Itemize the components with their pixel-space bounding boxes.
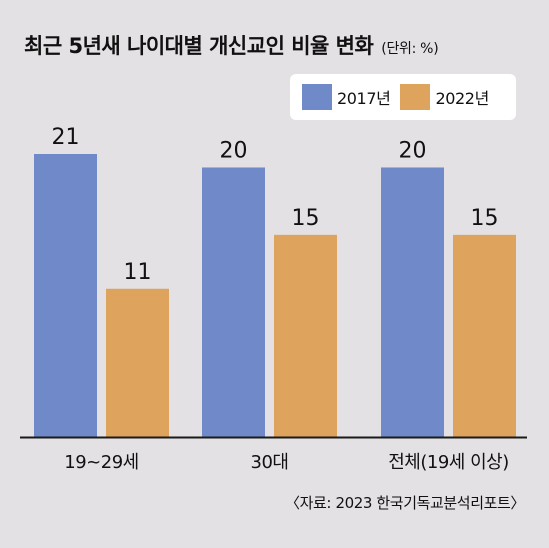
category-label: 30대	[251, 452, 289, 473]
legend-label-2017: 2017년	[337, 89, 391, 108]
unit-note: (단위: %)	[381, 41, 439, 57]
bar-2022-2	[453, 234, 516, 437]
chart-title-row: 최근 5년새 나이대별 개신교인 비율 변화 (단위: %)	[24, 30, 439, 60]
legend-item-2017: 2017년	[302, 84, 391, 110]
bar-value-label: 20	[220, 138, 248, 163]
category-label: 전체(19세 이상)	[388, 452, 508, 473]
bar-2017-0	[34, 154, 97, 437]
bar-2022-0	[106, 288, 169, 437]
bar-2022-1	[274, 234, 337, 437]
bar-value-label: 15	[292, 206, 320, 231]
bar-value-label: 20	[399, 138, 427, 163]
source-note: 〈자료: 2023 한국기독교분석리포트〉	[285, 494, 525, 512]
legend-swatch-2017	[302, 84, 332, 110]
legend: 2017년 2022년	[290, 74, 516, 120]
bar-value-label: 15	[471, 206, 499, 231]
chart-title: 최근 5년새 나이대별 개신교인 비율 변화	[24, 34, 374, 58]
bar-2017-2	[381, 167, 444, 437]
legend-label-2022: 2022년	[435, 89, 489, 108]
legend-swatch-2022	[400, 84, 431, 110]
category-label: 19~29세	[64, 452, 138, 473]
bar-value-label: 21	[52, 125, 80, 150]
legend-item-2022: 2022년	[400, 84, 489, 110]
bar-2017-1	[202, 167, 265, 437]
bar-value-label: 11	[124, 260, 152, 285]
